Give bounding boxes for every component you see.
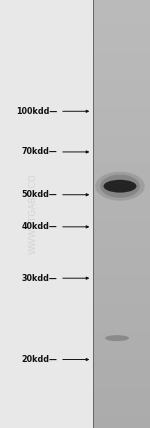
- Ellipse shape: [95, 172, 145, 201]
- Text: 30kdd—: 30kdd—: [21, 273, 57, 283]
- Text: 40kdd—: 40kdd—: [21, 222, 57, 232]
- Text: 70kdd—: 70kdd—: [21, 147, 57, 157]
- Text: 100kdd—: 100kdd—: [16, 107, 57, 116]
- Text: WWW.PTGABC.CO: WWW.PTGABC.CO: [28, 174, 38, 254]
- Ellipse shape: [100, 175, 140, 198]
- Bar: [0, 0, 90, 428]
- Ellipse shape: [105, 335, 129, 341]
- Text: 50kdd—: 50kdd—: [21, 190, 57, 199]
- Ellipse shape: [103, 180, 136, 193]
- Text: 20kdd—: 20kdd—: [21, 355, 57, 364]
